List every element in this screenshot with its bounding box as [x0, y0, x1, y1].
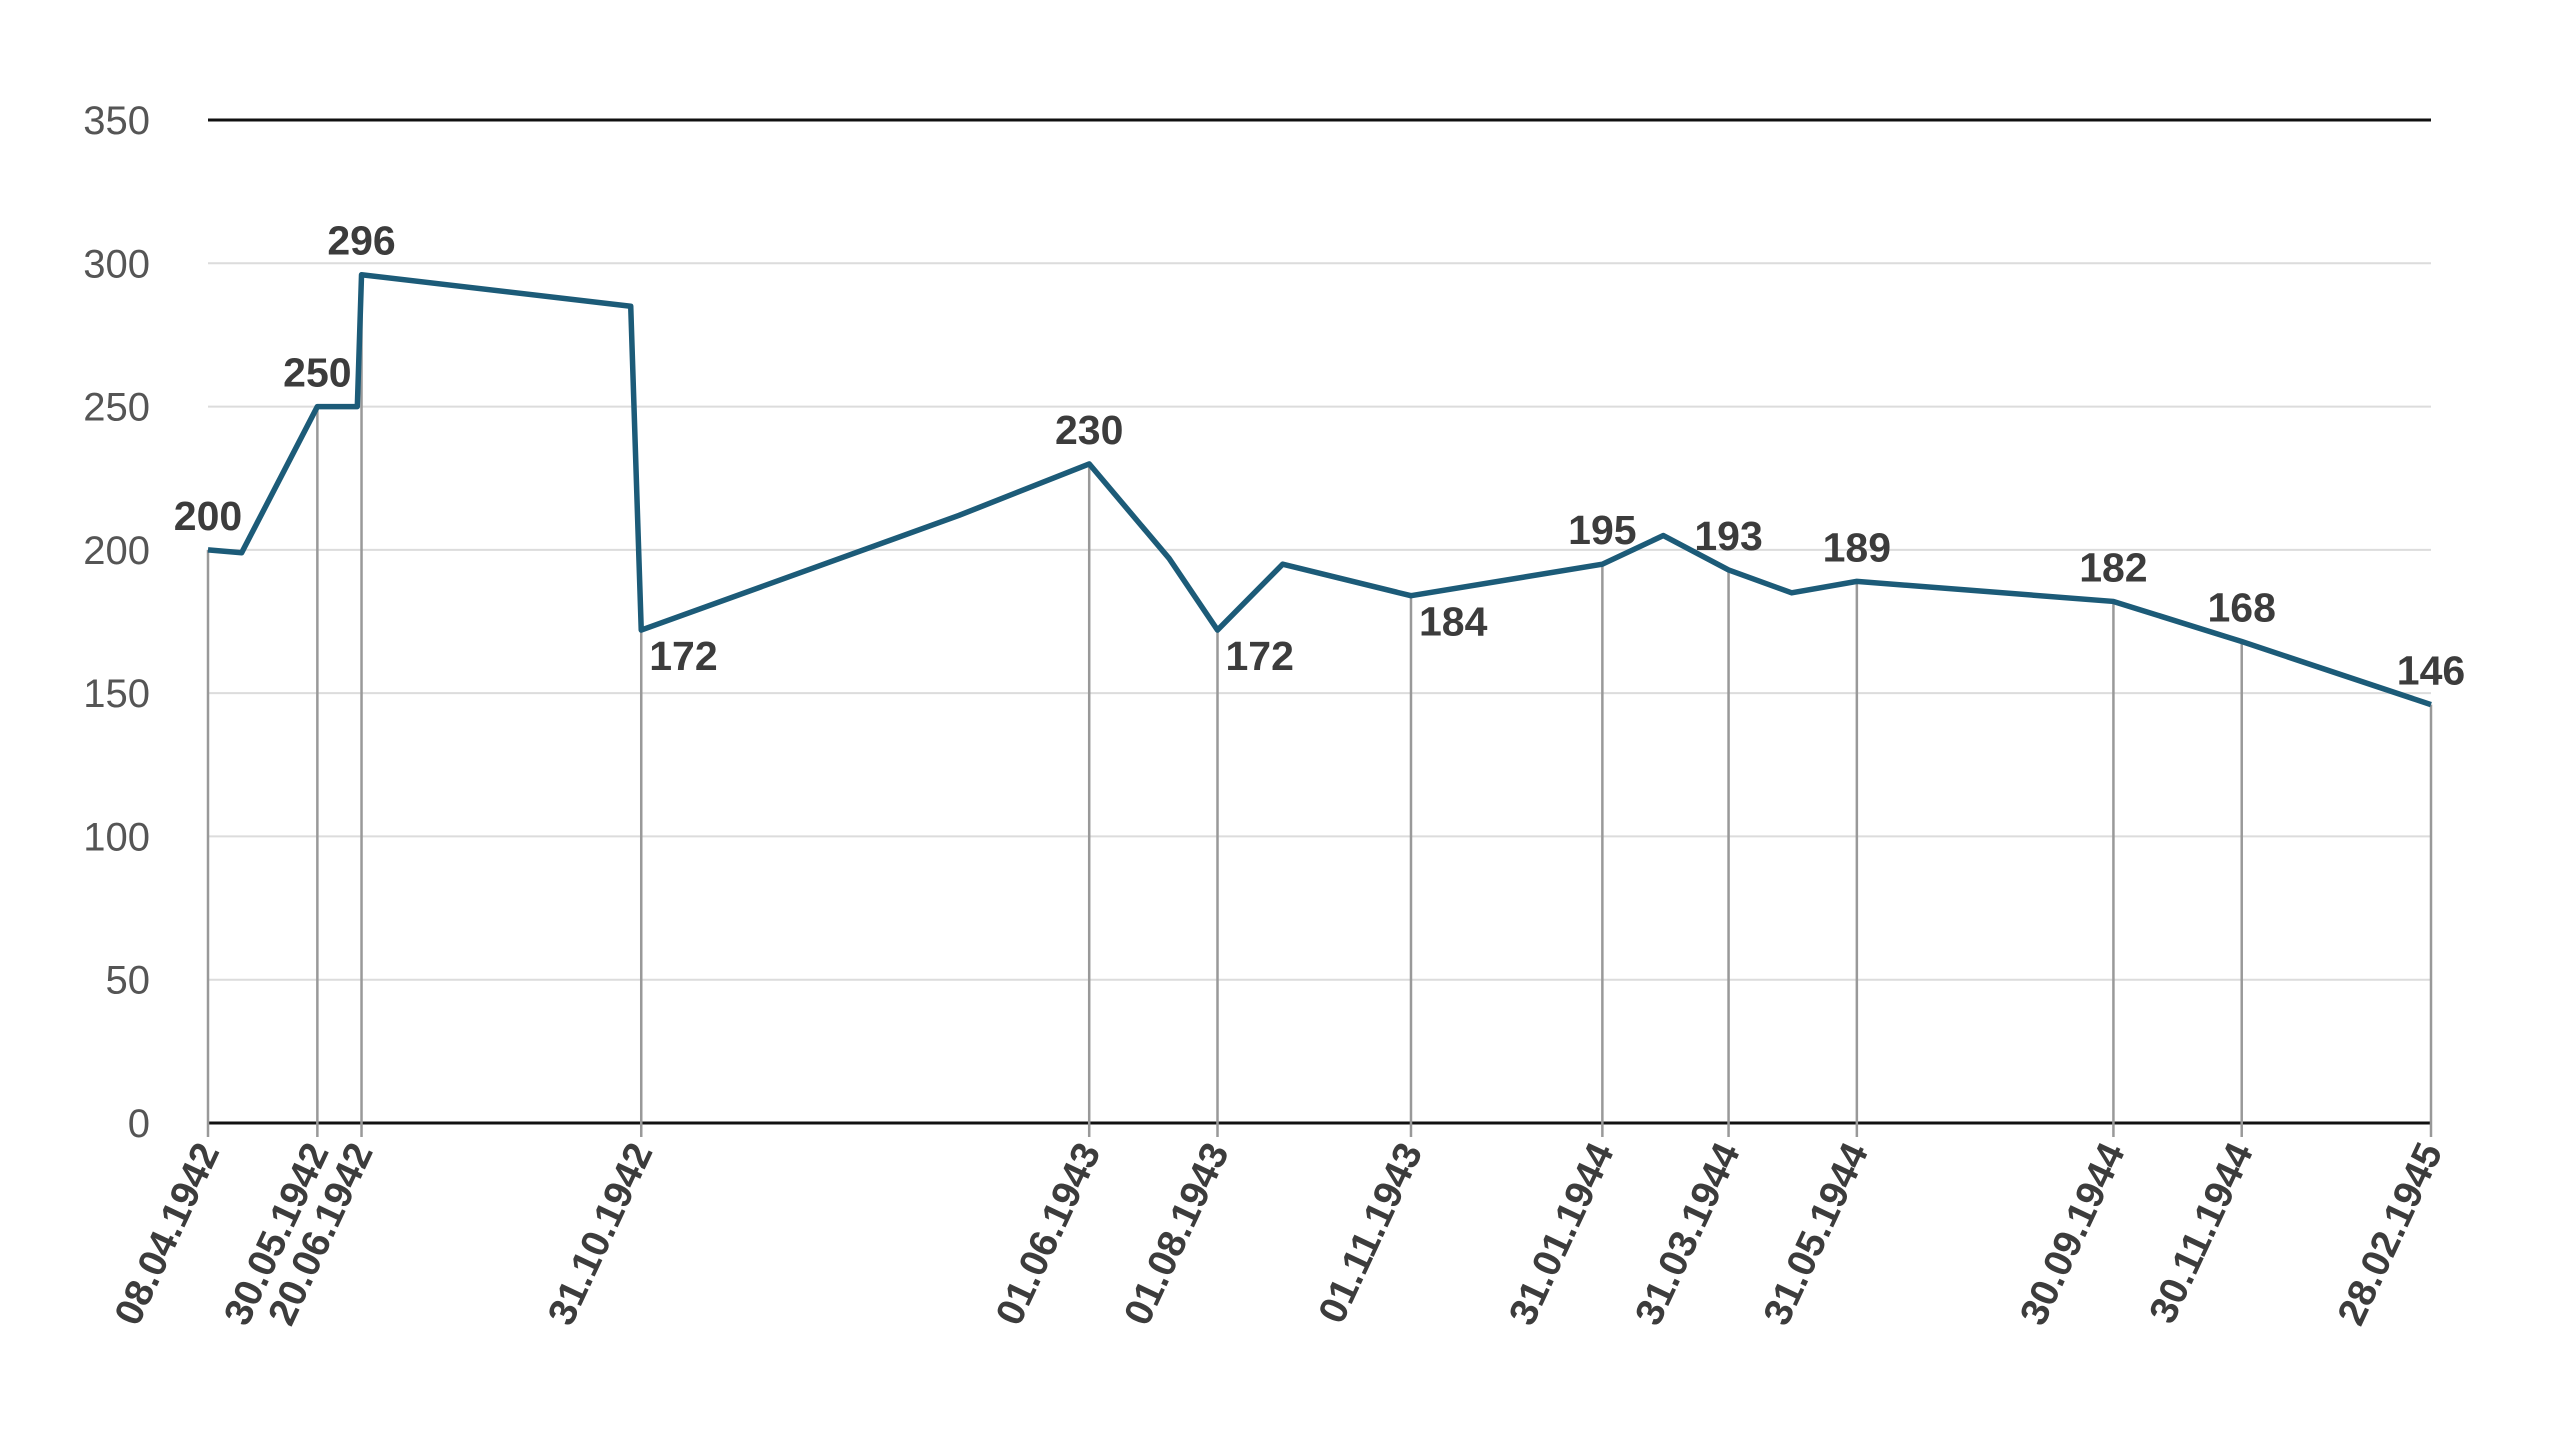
data-label: 296: [327, 218, 395, 264]
x-tick-label: 08.04.1942: [107, 1137, 228, 1332]
y-tick-label: 350: [83, 99, 150, 143]
y-tick-label: 250: [83, 386, 150, 430]
x-tick-label: 31.05.1944: [1756, 1136, 1878, 1331]
data-label: 200: [174, 493, 242, 539]
x-tick-label: 31.03.1944: [1627, 1136, 1749, 1331]
y-tick-label: 100: [83, 815, 150, 859]
x-tick-label: 31.10.1942: [540, 1137, 661, 1332]
y-tick-label: 300: [83, 242, 150, 286]
x-tick-label: 30.09.1944: [2012, 1136, 2134, 1331]
x-tick-label: 01.08.1943: [1116, 1137, 1237, 1332]
data-label: 168: [2208, 585, 2276, 631]
data-label: 172: [649, 633, 717, 679]
x-tick-label: 30.11.1944: [2141, 1136, 2262, 1329]
data-label: 189: [1823, 524, 1891, 570]
x-tick-label: 01.11.1943: [1311, 1137, 1432, 1330]
y-tick-label: 150: [83, 672, 150, 716]
data-label: 193: [1694, 513, 1762, 559]
data-label: 172: [1225, 633, 1293, 679]
x-tick-label: 01.06.1943: [988, 1137, 1109, 1332]
x-tick-label: 31.01.1944: [1501, 1136, 1623, 1331]
data-label: 250: [283, 350, 351, 396]
data-label: 184: [1419, 599, 1488, 645]
y-tick-label: 50: [106, 959, 151, 1003]
y-tick-label: 200: [83, 529, 150, 573]
data-label: 146: [2397, 648, 2465, 694]
series-line: [207, 271, 2432, 708]
data-label: 182: [2079, 544, 2147, 590]
y-tick-label: 0: [128, 1102, 150, 1146]
data-label: 195: [1568, 507, 1636, 553]
data-label: 230: [1055, 407, 1123, 453]
x-tick-label: 28.02.1945: [2330, 1137, 2451, 1332]
